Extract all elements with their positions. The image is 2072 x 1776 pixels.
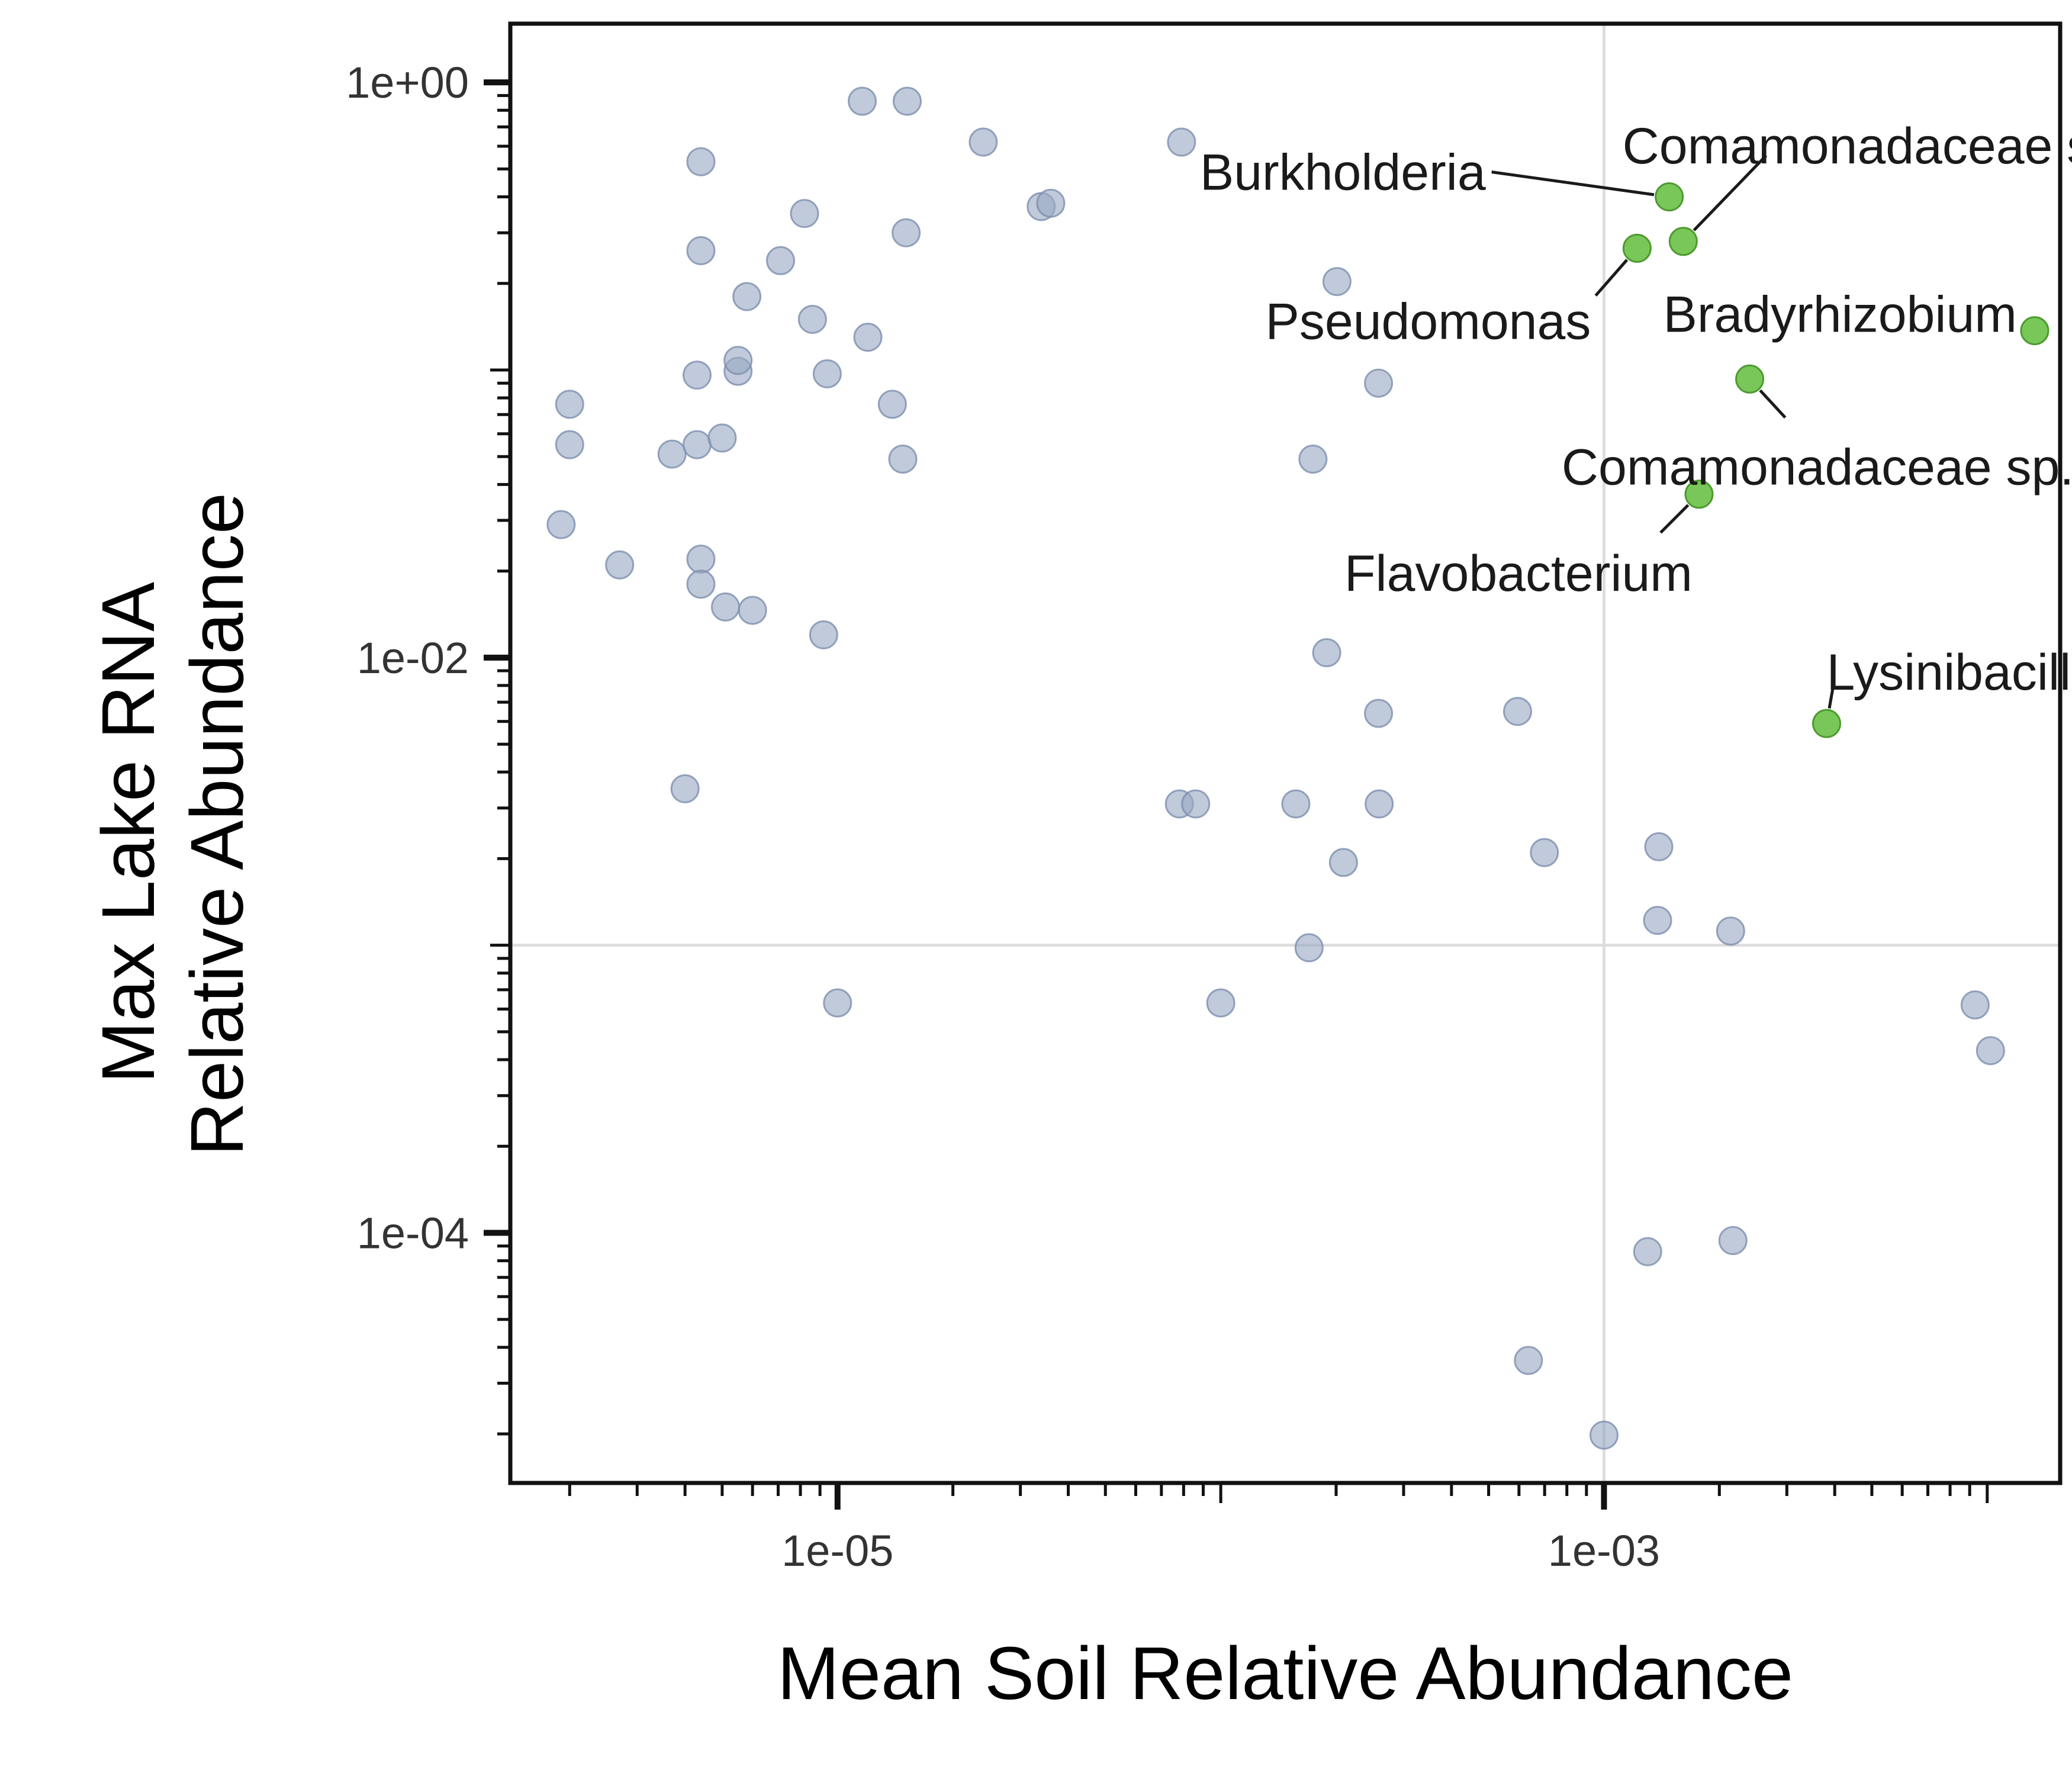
annotation-label: Comamonadaceae sp.	[1562, 439, 2072, 496]
y-tick-label: 1e-04	[357, 1208, 469, 1257]
annotation-label: Bradyrhizobium	[1663, 287, 2016, 343]
background-point	[657, 439, 687, 469]
background-point	[1328, 848, 1358, 877]
background-point	[1364, 699, 1394, 728]
y-axis-title-line-2: Relative Abundance	[175, 493, 259, 1156]
x-tick-label: 1e-05	[781, 1526, 893, 1575]
annotation-label: Lysinibacillus	[1827, 644, 2072, 701]
highlighted-point	[1735, 364, 1765, 394]
annotation-leader-line	[1693, 155, 1768, 231]
background-point	[809, 620, 838, 649]
highlighted-point	[1684, 480, 1714, 509]
x-axis-title: Mean Soil Relative Abundance	[777, 1632, 1793, 1715]
background-point	[888, 445, 918, 474]
background-point	[877, 390, 907, 419]
y-tick-label: 1e-02	[357, 633, 469, 683]
y-tick-label: 1e+00	[346, 58, 469, 107]
background-point	[1322, 267, 1352, 297]
background-point	[710, 592, 740, 622]
background-point	[555, 390, 584, 419]
background-point	[605, 550, 635, 580]
plot-frame	[508, 21, 2063, 1485]
reference-lines	[510, 24, 2060, 1483]
background-point	[1298, 445, 1328, 474]
background-point	[1294, 933, 1324, 963]
background-point	[732, 282, 762, 311]
background-point	[1643, 906, 1672, 935]
y-axis-title: Max Lake RNA Relative Abundance	[86, 493, 259, 1156]
highlighted-point	[1668, 227, 1698, 256]
background-point	[1206, 988, 1236, 1018]
x-axis-ticks: 1e-05 1e-03	[568, 1483, 1989, 1575]
background-point	[546, 510, 576, 539]
background-point	[1716, 916, 1745, 946]
y-axis-title-line-1: Max Lake RNA	[86, 582, 170, 1083]
annotation-leader-lines	[1491, 155, 1835, 709]
background-points	[546, 86, 2005, 1450]
background-point	[765, 246, 795, 275]
background-point	[1365, 789, 1394, 819]
highlighted-point	[2020, 316, 2050, 346]
background-point	[1167, 127, 1196, 157]
background-point	[1514, 1346, 1543, 1375]
annotation-leader-line	[1659, 504, 1690, 534]
highlighted-point	[1812, 709, 1842, 738]
background-point	[797, 304, 827, 334]
background-point	[1976, 1036, 2005, 1066]
background-point	[686, 544, 716, 574]
background-point	[847, 86, 877, 116]
background-point	[812, 359, 842, 388]
annotation-leader-line	[1594, 259, 1629, 297]
y-axis-ticks: 1e+00 1e-02 1e-04	[346, 58, 510, 1436]
background-point	[1281, 789, 1311, 819]
background-point	[555, 430, 584, 459]
background-point	[1644, 832, 1674, 861]
highlighted-point	[1622, 233, 1652, 263]
background-point	[969, 127, 998, 157]
background-point	[1036, 188, 1066, 218]
background-point	[1589, 1420, 1619, 1450]
background-point	[1960, 990, 1990, 1020]
background-point	[1633, 1237, 1662, 1266]
annotation-label: Pseudomonas	[1266, 293, 1591, 350]
background-point	[670, 774, 700, 803]
x-tick-label: 1e-03	[1548, 1526, 1660, 1575]
background-point	[686, 236, 716, 265]
background-point	[1718, 1226, 1748, 1256]
background-point	[738, 596, 767, 625]
annotation-leader-line	[1759, 389, 1787, 419]
highlighted-points	[1622, 182, 2050, 738]
background-point	[892, 218, 921, 247]
background-point	[823, 988, 852, 1018]
background-point	[686, 147, 716, 176]
background-point	[853, 323, 883, 352]
background-point	[1312, 638, 1341, 668]
background-point	[723, 346, 753, 375]
annotation-leader-line	[1491, 170, 1655, 197]
background-point	[1181, 789, 1211, 819]
annotation-leader-line	[1828, 683, 1835, 709]
annotation-label: Burkholderia	[1200, 144, 1486, 201]
background-point	[1502, 697, 1532, 726]
annotation-label: Comamonadaceae sp.	[1623, 118, 2072, 175]
background-point	[790, 199, 819, 229]
background-point	[892, 86, 922, 116]
background-point	[707, 423, 737, 453]
background-point	[686, 570, 716, 599]
highlighted-point	[1655, 182, 1684, 211]
background-point	[682, 361, 712, 390]
background-point	[1530, 838, 1559, 867]
background-point	[1364, 368, 1394, 398]
annotation-label: Flavobacterium	[1344, 545, 1693, 602]
annotation-labels: Burkholderia Comamonadaceae sp. Pseudomona…	[1200, 118, 2072, 701]
background-point	[682, 430, 712, 459]
